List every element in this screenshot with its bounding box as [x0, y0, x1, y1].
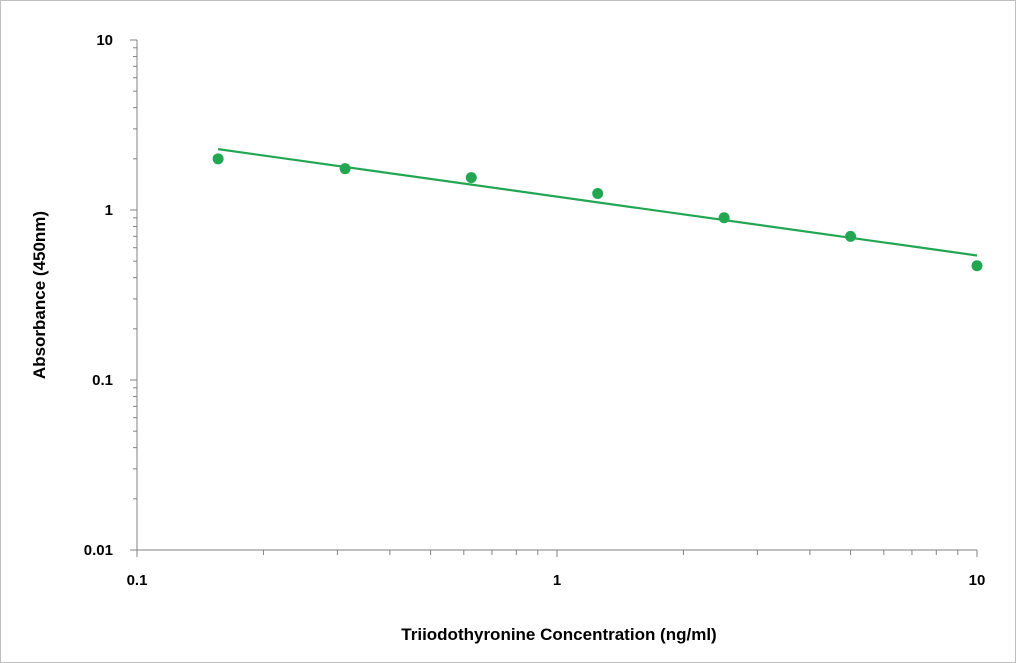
trendline-group: [217, 148, 978, 257]
axes: [130, 39, 978, 557]
data-point: [718, 212, 730, 224]
data-point: [339, 163, 351, 175]
x-axis-title: Triiodothyronine Concentration (ng/ml): [401, 625, 716, 644]
data-point: [971, 260, 983, 272]
y-tick-label: 1: [105, 202, 113, 219]
x-tick-label: 10: [969, 572, 986, 589]
x-tick-label: 1: [553, 572, 561, 589]
y-axis-title: Absorbance (450nm): [30, 211, 49, 379]
trendline: [217, 148, 978, 257]
y-tick-label: 10: [96, 32, 113, 49]
y-tick-label: 0.1: [92, 372, 113, 389]
data-point: [592, 188, 604, 200]
data-point: [845, 230, 857, 242]
tick-labels: 0.1 1 10 0.01 0.1 1 10: [84, 32, 986, 589]
y-tick-label: 0.01: [84, 542, 113, 559]
data-points: [212, 153, 983, 272]
x-tick-label: 0.1: [127, 572, 148, 589]
data-point: [465, 172, 477, 184]
data-point: [212, 153, 224, 165]
